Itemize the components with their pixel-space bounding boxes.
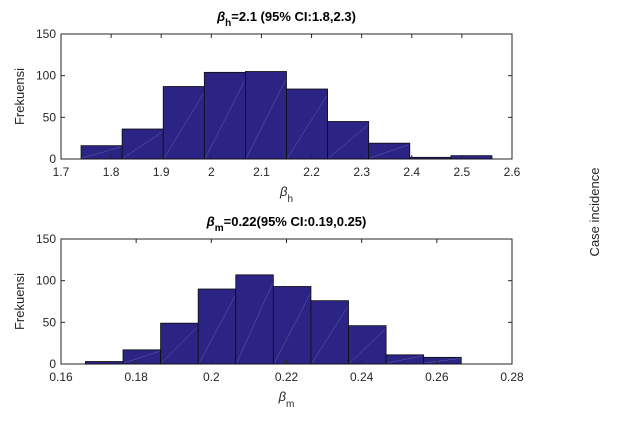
bar-shading-line	[123, 351, 160, 364]
y-tick-label: 100	[36, 274, 56, 288]
x-tick-label: 2.2	[303, 165, 320, 179]
histogram-bar	[85, 361, 124, 365]
histogram-bar	[286, 88, 328, 160]
histogram-bar	[450, 155, 493, 160]
side-label: Case incidence	[587, 168, 602, 257]
bar-shading-line	[274, 294, 311, 364]
x-tick-label: 2.6	[504, 165, 521, 179]
x-axis-label: βm	[278, 389, 295, 410]
y-axis-label: Frekuensi	[12, 273, 27, 330]
title-text: =2.1 (95% CI:1.8,2.3)	[231, 9, 356, 24]
bar-shading-line	[81, 146, 122, 159]
title-text: =0.22(95% CI:0.19,0.25)	[224, 214, 367, 229]
bar-shading-line	[122, 131, 163, 159]
y-tick-label: 0	[49, 152, 56, 166]
x-tick-label: 2.1	[253, 165, 270, 179]
bar-shading-line	[161, 327, 198, 364]
y-tick-label: 50	[43, 315, 57, 329]
bar-shading-line	[164, 93, 204, 159]
x-tick-label: 1.8	[103, 165, 120, 179]
y-tick-label: 150	[36, 232, 56, 246]
bar-shading-line	[246, 80, 286, 159]
histogram-panel-1: 0.16 0.18 0.2 0.22 0.24 0.26 0.28 0 50 100 150 Frek…	[12, 214, 524, 410]
x-tick-label: 0.2	[203, 370, 220, 384]
bar-shading-line	[198, 296, 235, 364]
histogram-bar	[368, 142, 411, 160]
x-tick-label: 0.28	[500, 370, 524, 384]
histogram-bar	[197, 288, 237, 365]
title-subscript: m	[215, 223, 224, 234]
x-tick-label: 2.3	[353, 165, 370, 179]
histogram-bar	[409, 156, 452, 160]
title-subscript: h	[225, 18, 231, 29]
x-axis-label-symbol: β	[278, 389, 287, 404]
x-axis-label-symbol: β	[279, 184, 288, 199]
x-axis-label-subscript: m	[286, 399, 294, 410]
y-tick-label: 0	[49, 357, 56, 371]
bar-shading-line	[424, 358, 461, 364]
bar-shading-line	[369, 144, 409, 159]
histogram-bar	[160, 322, 199, 365]
histogram-bar	[162, 86, 205, 160]
x-tick-label: 0.26	[425, 370, 449, 384]
title-symbol: β	[206, 214, 215, 229]
histogram-bar	[245, 71, 287, 160]
bar-shading-line	[311, 306, 348, 364]
bar-shading-line	[387, 355, 423, 364]
y-tick-label: 150	[36, 27, 56, 41]
y-tick-label: 50	[43, 110, 57, 124]
histogram-panel-0: 1.7 1.8 1.9 2 2.1 2.2 2.3 2.4 2.5 2.6 0 50 100 150 Fre…	[12, 9, 521, 205]
x-tick-label: 2.4	[403, 165, 420, 179]
y-tick-label: 100	[36, 69, 56, 83]
histogram-bar	[272, 286, 312, 365]
bar-shading-line	[287, 95, 327, 159]
x-axis-label: βh	[279, 184, 293, 205]
bar-shading-line	[205, 80, 245, 159]
histogram-bar	[310, 300, 349, 365]
chart-title: βh=2.1 (95% CI:1.8,2.3)	[216, 9, 356, 29]
y-axis-label: Frekuensi	[12, 68, 27, 125]
bar-shading-line	[328, 125, 368, 159]
x-tick-label: 2	[208, 165, 215, 179]
bar-shading-line	[236, 283, 273, 364]
x-tick-label: 0.16	[49, 370, 73, 384]
x-tick-label: 1.7	[53, 165, 70, 179]
chart-title: βm=0.22(95% CI:0.19,0.25)	[206, 214, 367, 234]
histogram-bar	[203, 71, 246, 160]
x-tick-label: 2.5	[454, 165, 471, 179]
histogram-bar	[327, 121, 370, 160]
x-axis-label-subscript: h	[287, 194, 293, 205]
title-symbol: β	[216, 9, 225, 24]
x-tick-label: 0.22	[275, 370, 299, 384]
x-tick-label: 0.18	[124, 370, 148, 384]
histogram-bar	[235, 274, 274, 365]
bar-shading-line	[349, 329, 386, 364]
x-tick-label: 0.24	[350, 370, 374, 384]
x-tick-label: 1.9	[153, 165, 170, 179]
histogram-bar	[348, 325, 387, 365]
